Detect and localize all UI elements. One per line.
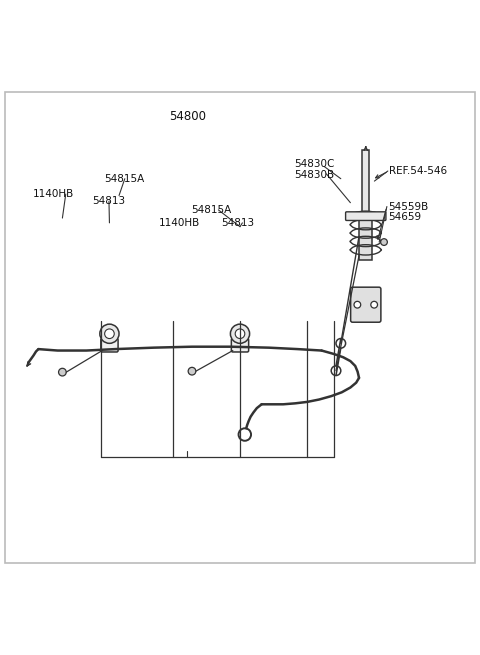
FancyBboxPatch shape — [346, 212, 386, 221]
Circle shape — [354, 301, 361, 308]
Circle shape — [381, 238, 387, 246]
Circle shape — [230, 324, 250, 343]
Text: 54815A: 54815A — [191, 205, 231, 215]
Text: 1140HB: 1140HB — [33, 189, 74, 199]
Circle shape — [105, 329, 114, 339]
Text: 54830C: 54830C — [294, 159, 334, 169]
Circle shape — [371, 301, 377, 308]
Circle shape — [188, 367, 196, 375]
Circle shape — [59, 368, 66, 376]
Text: REF.54-546: REF.54-546 — [389, 166, 447, 176]
FancyBboxPatch shape — [350, 287, 381, 322]
Text: 54815A: 54815A — [105, 174, 145, 183]
FancyBboxPatch shape — [5, 92, 475, 563]
Bar — [359, 217, 372, 260]
FancyBboxPatch shape — [231, 339, 249, 352]
Bar — [362, 150, 369, 217]
FancyBboxPatch shape — [101, 339, 118, 352]
Text: 1140HB: 1140HB — [158, 218, 200, 228]
Text: 54659: 54659 — [388, 212, 421, 222]
Text: 54559B: 54559B — [388, 202, 428, 212]
Text: 54813: 54813 — [221, 218, 254, 228]
Circle shape — [235, 329, 245, 339]
Text: 54830B: 54830B — [294, 170, 334, 180]
Circle shape — [100, 324, 119, 343]
Text: 54813: 54813 — [93, 196, 126, 206]
Text: 54800: 54800 — [168, 110, 206, 122]
